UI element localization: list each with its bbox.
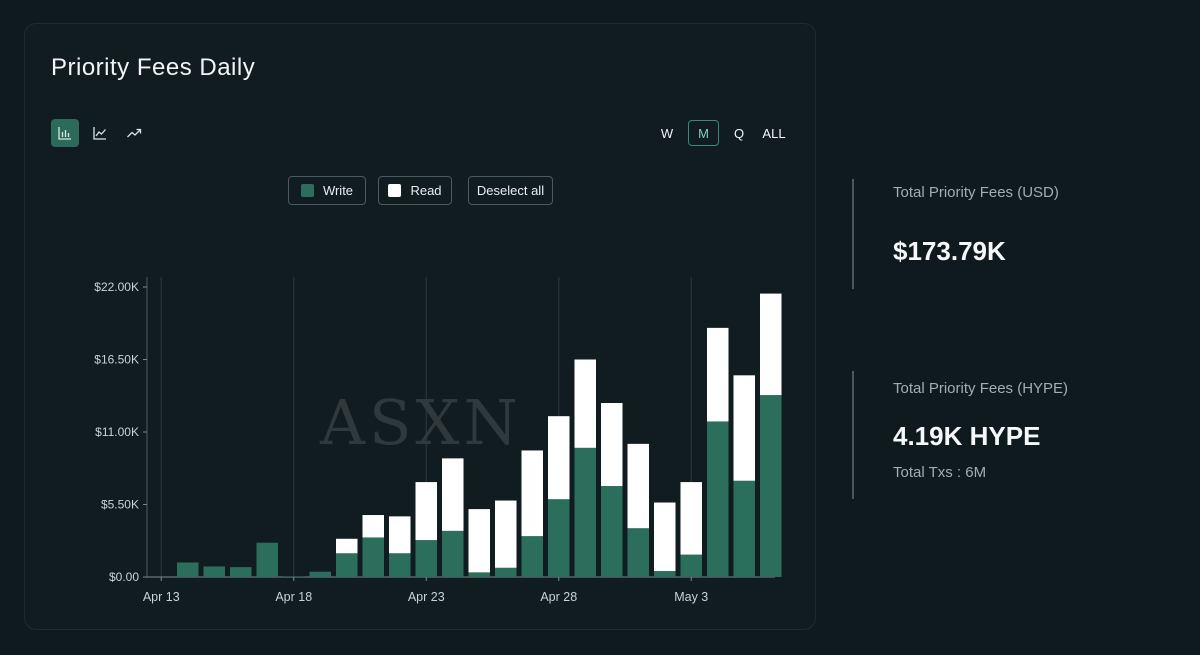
read-swatch <box>388 184 402 197</box>
bar-read <box>415 482 437 541</box>
y-tick-label: $0.00 <box>109 570 139 584</box>
y-tick-label: $16.50K <box>94 353 139 367</box>
bar-write <box>177 562 199 577</box>
bar-write <box>574 447 596 577</box>
hype-stat-value: 4.19K HYPE <box>893 421 1041 451</box>
bar-read <box>574 359 596 448</box>
stat-divider <box>852 371 854 499</box>
total-txs: Total Txs : 6M <box>893 464 987 481</box>
bar-read <box>760 293 782 396</box>
bar-chart-button[interactable] <box>51 119 79 147</box>
usd-stat-value: $173.79K <box>893 236 1006 266</box>
bar-write <box>760 395 782 577</box>
x-tick-label: Apr 18 <box>275 590 312 604</box>
legend-write-button[interactable]: Write <box>288 176 366 205</box>
legend-read-label: Read <box>410 183 442 198</box>
bar-read <box>468 509 490 573</box>
bar-write <box>654 571 676 577</box>
bar-read <box>548 416 570 500</box>
bar-read <box>680 482 702 555</box>
bar-write <box>601 486 623 577</box>
bar-chart-icon <box>58 127 71 140</box>
legend-write-label: Write <box>322 183 354 198</box>
bar-read <box>654 502 676 572</box>
bar-write <box>707 421 729 577</box>
period-m-button[interactable]: M <box>688 120 719 146</box>
bar-write <box>309 571 331 577</box>
usd-stat-label: Total Priority Fees (USD) <box>893 184 1059 201</box>
priority-fees-chart: ASXN $0.00 $5.50K $11.00K $16.50K $22.00K Apr … <box>94 277 782 604</box>
bar-write <box>283 576 305 577</box>
bar-read <box>601 403 623 487</box>
line-chart-button[interactable] <box>86 119 114 147</box>
chart-title: Priority Fees Daily <box>51 54 256 81</box>
bar-read <box>362 515 384 538</box>
x-tick-label: Apr 23 <box>408 590 445 604</box>
x-tick-label: Apr 28 <box>540 590 577 604</box>
x-tick-label: May 3 <box>674 590 708 604</box>
trend-chart-button[interactable] <box>120 119 148 147</box>
bar-write <box>389 553 411 577</box>
period-q-button[interactable]: Q <box>733 125 745 141</box>
period-w-button[interactable]: W <box>660 125 674 141</box>
chart-card: Priority Fees Daily W M Q ALL Write Read… <box>24 23 816 630</box>
deselect-all-button[interactable]: Deselect all <box>468 176 553 205</box>
bar-write <box>415 540 437 577</box>
bar-write <box>548 499 570 577</box>
bar-write <box>468 572 490 577</box>
bar-read <box>627 443 649 529</box>
bar-read <box>442 458 464 531</box>
bar-read <box>521 450 543 537</box>
x-tick-label: Apr 13 <box>143 590 180 604</box>
bar-write <box>362 537 384 577</box>
bar-write <box>336 553 358 577</box>
bar-read <box>495 500 517 568</box>
bar-read <box>336 538 358 554</box>
write-swatch <box>300 184 314 197</box>
legend-read-button[interactable]: Read <box>378 176 452 205</box>
line-chart-icon <box>93 127 106 140</box>
period-all-button[interactable]: ALL <box>762 125 786 141</box>
bar-read <box>733 375 755 481</box>
bar-write <box>203 566 225 577</box>
y-tick-label: $11.00K <box>95 425 139 439</box>
y-tick-label: $22.00K <box>94 280 139 294</box>
bar-read <box>707 327 729 422</box>
bar-write <box>442 530 464 577</box>
bar-write <box>256 542 278 577</box>
asxn-watermark: ASXN <box>319 386 522 459</box>
hype-stat-label: Total Priority Fees (HYPE) <box>893 380 1069 397</box>
y-tick-label: $5.50K <box>101 498 139 512</box>
bar-write <box>680 554 702 577</box>
trend-chart-icon <box>127 128 142 138</box>
bar-write <box>521 536 543 577</box>
bar-write <box>733 480 755 577</box>
bar-read <box>389 516 411 554</box>
bar-write <box>495 567 517 577</box>
bar-write <box>230 567 252 577</box>
stat-divider <box>852 179 854 289</box>
bar-write <box>627 528 649 577</box>
